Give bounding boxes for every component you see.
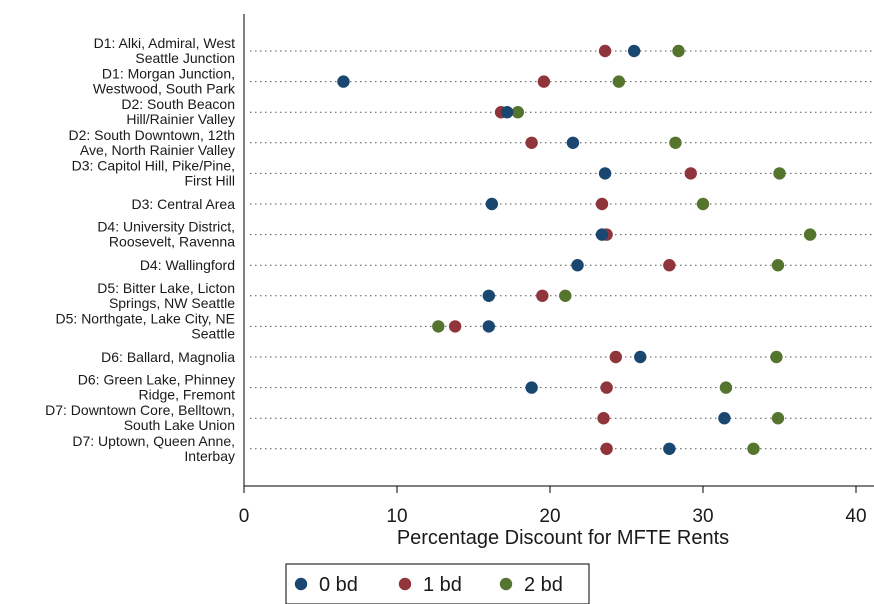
category-label-line: D1: Alki, Admiral, West (94, 35, 235, 51)
legend-marker (294, 577, 308, 591)
category-label-line: Springs, NW Seattle (109, 295, 235, 311)
data-point (500, 106, 514, 119)
category-label-line: D5: Northgate, Lake City, NE (56, 310, 235, 326)
category-label-line: First Hill (184, 172, 235, 188)
category-label: D7: Downtown Core, Belltown, South Lake U… (45, 402, 235, 433)
legend-marker (398, 577, 412, 591)
category-label: D4: University District, Roosevelt, Raven… (97, 219, 235, 250)
category-label: D3: Capitol Hill, Pike/Pine, First Hill (72, 157, 235, 188)
category-label-line: Ridge, Fremont (139, 387, 236, 403)
data-point (773, 167, 786, 180)
legend-box (285, 563, 590, 604)
category-label-line: Seattle (191, 325, 235, 341)
data-point (684, 167, 697, 180)
x-tick-label: 20 (539, 506, 560, 527)
category-label: D7: Uptown, Queen Anne, Interbay (72, 433, 235, 464)
x-axis-title: Percentage Discount for MFTE Rents (397, 527, 729, 549)
x-tick-label: 10 (386, 506, 407, 527)
legend-label: 0 bd (319, 574, 358, 596)
category-label-line: Seattle Junction (135, 50, 235, 66)
data-point (609, 350, 622, 364)
category-label-line: D2: South Beacon (121, 96, 235, 112)
data-point (803, 228, 817, 241)
category-label-line: D1: Morgan Junction, (102, 66, 235, 82)
data-point (598, 44, 612, 58)
category-label: D5: Bitter Lake, Licton Springs, NW Seatt… (97, 280, 235, 311)
axes (243, 14, 874, 487)
data-point (663, 442, 676, 455)
data-point (696, 197, 710, 211)
data-point (600, 442, 613, 455)
category-label: D6: Ballard, Magnolia (101, 349, 235, 365)
data-point (525, 381, 538, 394)
data-point (600, 381, 613, 394)
data-point (747, 442, 760, 455)
category-label-line: D7: Downtown Core, Belltown, (45, 402, 235, 418)
data-point (627, 44, 641, 58)
category-label: D3: Central Area (132, 196, 236, 212)
category-label-line: D5: Bitter Lake, Licton (97, 280, 235, 296)
category-label-line: D7: Uptown, Queen Anne, (72, 433, 235, 449)
data-point (595, 197, 609, 211)
category-label-line: Westwood, South Park (93, 81, 236, 97)
data-point (337, 75, 350, 88)
category-label-line: Interbay (184, 448, 235, 464)
data-point (634, 350, 647, 364)
category-label: D6: Green Lake, Phinney Ridge, Fremont (78, 372, 235, 403)
data-point (482, 320, 495, 333)
grid-lines (250, 50, 874, 450)
data-point (432, 320, 445, 333)
x-tick-label: 30 (692, 506, 713, 527)
category-labels: D1: Alki, Admiral, West Seattle JunctionD… (45, 35, 236, 464)
category-label-line: South Lake Union (124, 417, 235, 433)
data-point (537, 75, 551, 88)
data-point (566, 136, 580, 149)
legend-label: 1 bd (423, 574, 462, 596)
category-label-line: Roosevelt, Ravenna (109, 234, 235, 250)
data-point (482, 289, 495, 302)
data-point (559, 289, 572, 302)
data-point (612, 75, 626, 88)
x-tick-label: 0 (239, 506, 250, 527)
data-point (511, 106, 525, 119)
x-tick-label: 40 (845, 506, 866, 527)
legend: 0 bd 1 bd 2 bd (285, 563, 590, 604)
data-point (771, 412, 785, 425)
x-ticks: 0 10 20 30 40 (239, 486, 867, 527)
category-label: D4: Wallingford (140, 257, 235, 273)
data-point (597, 412, 610, 425)
data-point (525, 136, 538, 149)
category-label: D2: South Downtown, 12th Ave, North Raini… (68, 127, 235, 158)
data-point (719, 381, 733, 394)
category-label: D1: Alki, Admiral, West Seattle Junction (94, 35, 235, 66)
category-label-line: Hill/Rainier Valley (126, 111, 235, 127)
data-point (672, 44, 685, 58)
data-point (771, 259, 785, 272)
category-label-line: D3: Capitol Hill, Pike/Pine, (72, 157, 235, 173)
legend-label: 2 bd (524, 574, 563, 596)
data-point (718, 412, 731, 425)
category-label: D5: Northgate, Lake City, NE Seattle (56, 310, 236, 341)
category-label-line: D4: University District, (97, 219, 235, 235)
data-point (669, 136, 682, 149)
category-label: D2: South Beacon Hill/Rainier Valley (121, 96, 235, 127)
data-points (337, 44, 817, 455)
category-label: D1: Morgan Junction, Westwood, South Park (93, 66, 236, 97)
data-point (595, 228, 609, 241)
data-point (571, 259, 584, 272)
data-point (598, 167, 612, 180)
legend-marker (499, 577, 513, 591)
data-point (485, 197, 499, 211)
data-point (448, 320, 462, 333)
data-point (536, 289, 549, 302)
category-label-line: D6: Green Lake, Phinney (78, 372, 235, 388)
category-label-line: Ave, North Rainier Valley (80, 142, 235, 158)
category-label-line: D2: South Downtown, 12th (68, 127, 235, 143)
data-point (770, 350, 783, 364)
data-point (663, 259, 676, 272)
